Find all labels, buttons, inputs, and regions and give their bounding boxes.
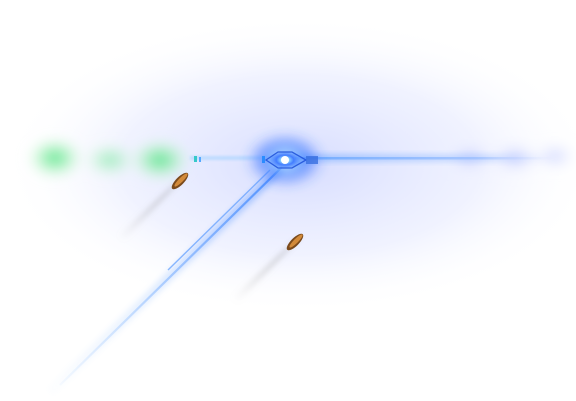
green-glow <box>25 136 192 182</box>
diagonal-beam <box>46 163 286 396</box>
projectile-2 <box>232 233 304 302</box>
projectile-1 <box>118 172 189 240</box>
beam-sparks <box>194 156 265 163</box>
energy-core <box>247 134 323 186</box>
horizontal-beam <box>190 154 565 162</box>
